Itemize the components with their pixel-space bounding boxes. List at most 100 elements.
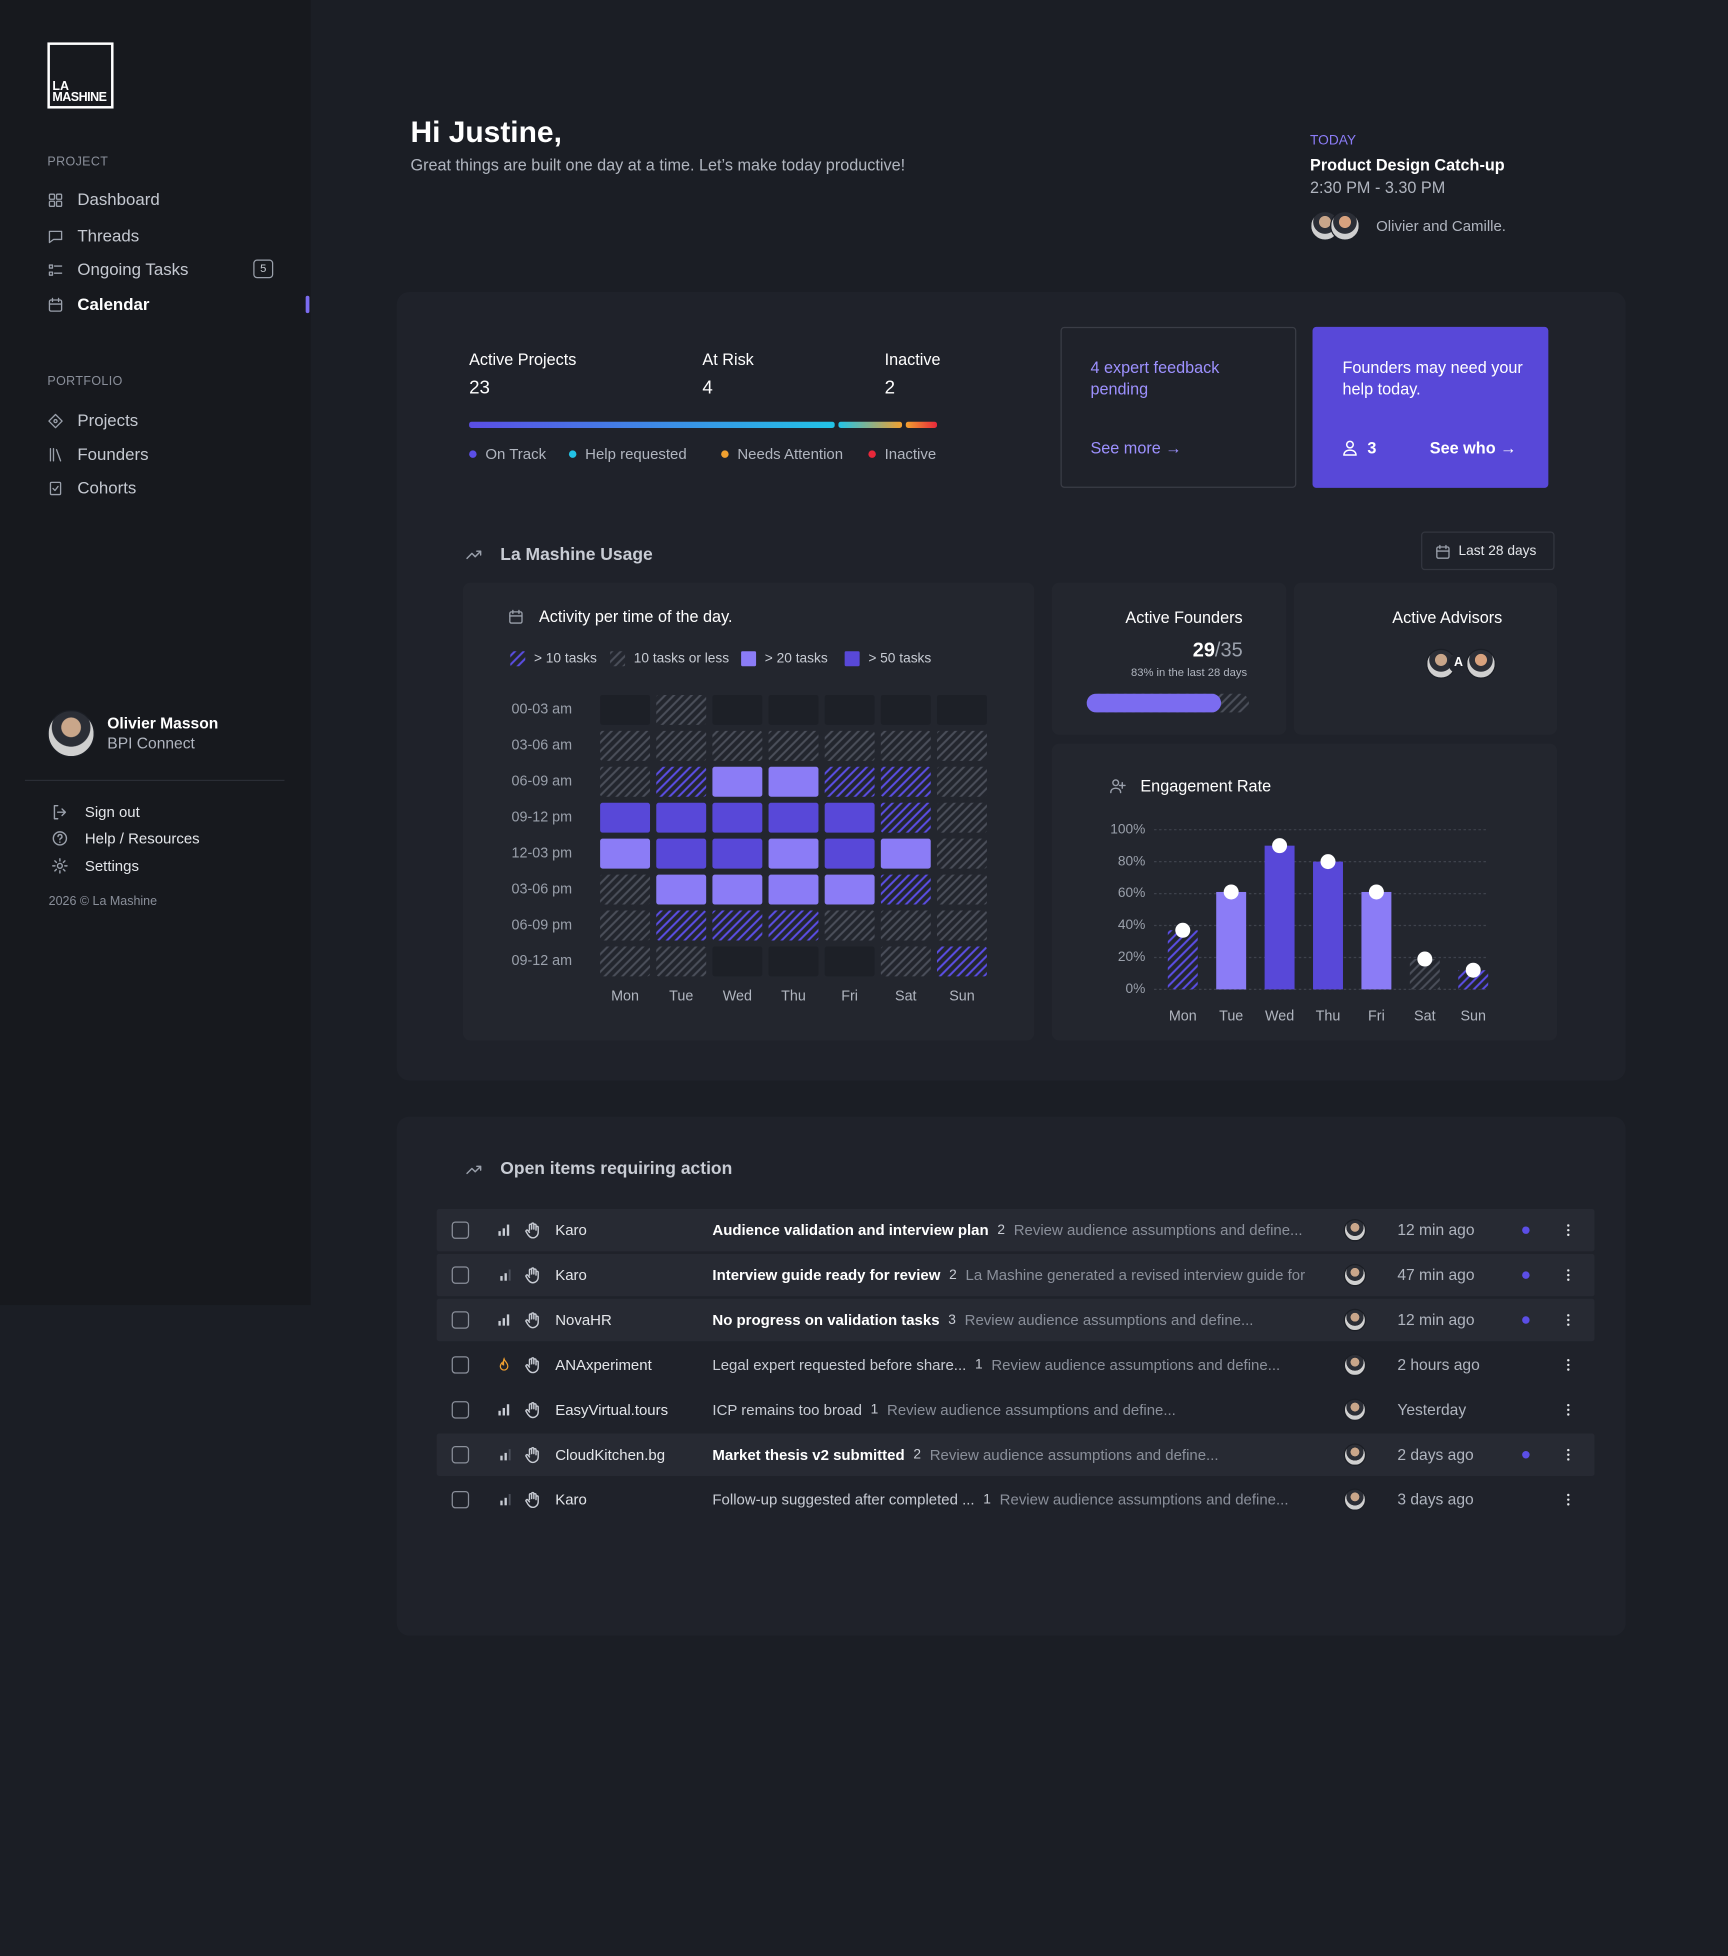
item-count: 1 xyxy=(983,1492,991,1508)
sidebar: LA MASHINE PROJECT Dashboard Threads Ongoing … xyxy=(0,0,311,1306)
unread-dot xyxy=(1522,1316,1530,1324)
icon-shape xyxy=(1567,1278,1570,1281)
stat-label: At Risk xyxy=(702,349,754,369)
nav-item[interactable]: Dashboard xyxy=(77,190,160,209)
item-content[interactable]: Market thesis v2 submitted 2 Review audien… xyxy=(712,1446,1311,1463)
item-row xyxy=(436,1253,1595,1297)
link-icon xyxy=(52,831,68,846)
icon-shape xyxy=(506,1314,510,1326)
founders-note: 83% in the last 28 days xyxy=(1130,666,1248,679)
icon-shape xyxy=(525,1357,539,1374)
item-title: Market thesis v2 submitted xyxy=(712,1446,905,1464)
hand-icon xyxy=(525,1267,539,1284)
hand-icon xyxy=(525,1312,539,1329)
item-menu[interactable] xyxy=(1561,1402,1576,1417)
stat-value: 23 xyxy=(469,377,490,399)
nav-icon xyxy=(48,230,63,243)
sidebar-link[interactable]: Sign out xyxy=(84,803,140,821)
item-time: Yesterday xyxy=(1397,1401,1467,1419)
item-content[interactable]: Follow-up suggested after completed ... 1… xyxy=(712,1491,1311,1508)
item-menu[interactable] xyxy=(1561,1357,1576,1372)
icon-shape xyxy=(502,1407,505,1416)
item-content[interactable]: Audience validation and interview plan 2 R… xyxy=(712,1221,1311,1238)
icon-shape xyxy=(506,1224,510,1236)
item-menu[interactable] xyxy=(1561,1313,1576,1328)
range-button[interactable] xyxy=(1421,531,1555,571)
icon-shape xyxy=(1345,440,1354,449)
checkbox[interactable] xyxy=(451,1446,470,1464)
icon-shape xyxy=(504,1497,507,1506)
logo-text: MASHINE xyxy=(52,91,107,105)
copyright: 2026 © La Mashine xyxy=(48,895,158,909)
founders-value: 29 xyxy=(1192,640,1215,662)
avatar xyxy=(1343,1443,1367,1466)
legend-label: Inactive xyxy=(884,445,937,463)
feedback-card xyxy=(1060,326,1297,488)
founders-link[interactable]: See who → xyxy=(1429,438,1517,458)
nav-icon xyxy=(49,481,62,495)
icon-shape xyxy=(48,298,63,312)
item-row xyxy=(436,1208,1595,1252)
legend-dot xyxy=(721,450,729,458)
checkbox[interactable] xyxy=(451,1311,470,1329)
feedback-link[interactable]: See more → xyxy=(1090,438,1182,458)
nav-icon xyxy=(49,447,62,461)
sidebar-link[interactable]: Settings xyxy=(84,857,139,875)
item-menu[interactable] xyxy=(1561,1223,1576,1238)
status-segment xyxy=(905,421,937,428)
company: CloudKitchen.bg xyxy=(555,1446,666,1464)
range-label: Last 28 days xyxy=(1458,543,1537,559)
link-icon xyxy=(52,858,68,874)
legend-dot xyxy=(568,450,577,458)
company: ANAxperiment xyxy=(555,1356,652,1374)
calendar-icon xyxy=(1436,544,1450,559)
stat-label: Inactive xyxy=(884,349,941,369)
nav-item[interactable]: Ongoing Tasks xyxy=(77,260,189,279)
item-content[interactable]: No progress on validation tasks 3 Review a… xyxy=(712,1311,1311,1328)
checkbox[interactable] xyxy=(451,1356,470,1374)
item-menu[interactable] xyxy=(1561,1447,1576,1462)
icon-shape xyxy=(1567,1448,1570,1452)
founders-panel xyxy=(1051,582,1287,735)
nav-item[interactable]: Founders xyxy=(77,444,149,464)
nav-icon xyxy=(48,263,63,276)
icon-shape xyxy=(466,550,482,560)
greeting: Hi Justine, xyxy=(410,116,562,150)
stat-label: Active Projects xyxy=(469,349,577,369)
meeting-time: 2:30 PM - 3.30 PM xyxy=(1310,177,1446,197)
badge: 5 xyxy=(253,259,274,279)
item-content[interactable]: Interview guide ready for review 2 La Mash… xyxy=(712,1266,1311,1283)
item-title: No progress on validation tasks xyxy=(712,1311,940,1329)
icon-shape xyxy=(498,1231,501,1236)
icon-shape xyxy=(499,1357,509,1371)
heatmap-panel xyxy=(462,582,1035,1041)
company: EasyVirtual.tours xyxy=(555,1401,669,1419)
item-count: 3 xyxy=(948,1312,956,1328)
checkbox[interactable] xyxy=(451,1266,470,1284)
sidebar-link[interactable]: Help / Resources xyxy=(84,829,200,848)
avatar xyxy=(1343,1263,1367,1287)
avatar xyxy=(1343,1488,1367,1511)
nav-item[interactable]: Projects xyxy=(77,411,139,430)
nav-item[interactable]: Threads xyxy=(77,226,140,246)
icon-shape xyxy=(56,862,63,869)
item-menu[interactable] xyxy=(1561,1268,1576,1283)
checkbox[interactable] xyxy=(451,1401,470,1419)
meeting-attendees: Olivier and Camille. xyxy=(1376,217,1506,235)
item-menu[interactable] xyxy=(1561,1492,1576,1507)
engagement-panel xyxy=(1051,743,1558,1041)
item-content[interactable]: Legal expert requested before share... 1 R… xyxy=(712,1356,1311,1373)
checkbox[interactable] xyxy=(451,1490,470,1509)
nav-item[interactable]: Cohorts xyxy=(77,478,137,498)
icon-shape xyxy=(1436,545,1450,559)
nav-icon xyxy=(48,413,63,428)
stat-value: 4 xyxy=(702,377,713,399)
founders-text: Founders may need your help today. xyxy=(1342,358,1523,399)
hand-icon xyxy=(525,1357,539,1374)
advisor-initial: A xyxy=(1448,653,1469,674)
checkbox[interactable] xyxy=(451,1221,470,1239)
priority-icon xyxy=(498,1314,510,1326)
nav-item[interactable]: Calendar xyxy=(77,295,150,314)
item-title: Legal expert requested before share... xyxy=(712,1356,967,1374)
item-content[interactable]: ICP remains too broad 1 Review audience as… xyxy=(712,1401,1311,1418)
